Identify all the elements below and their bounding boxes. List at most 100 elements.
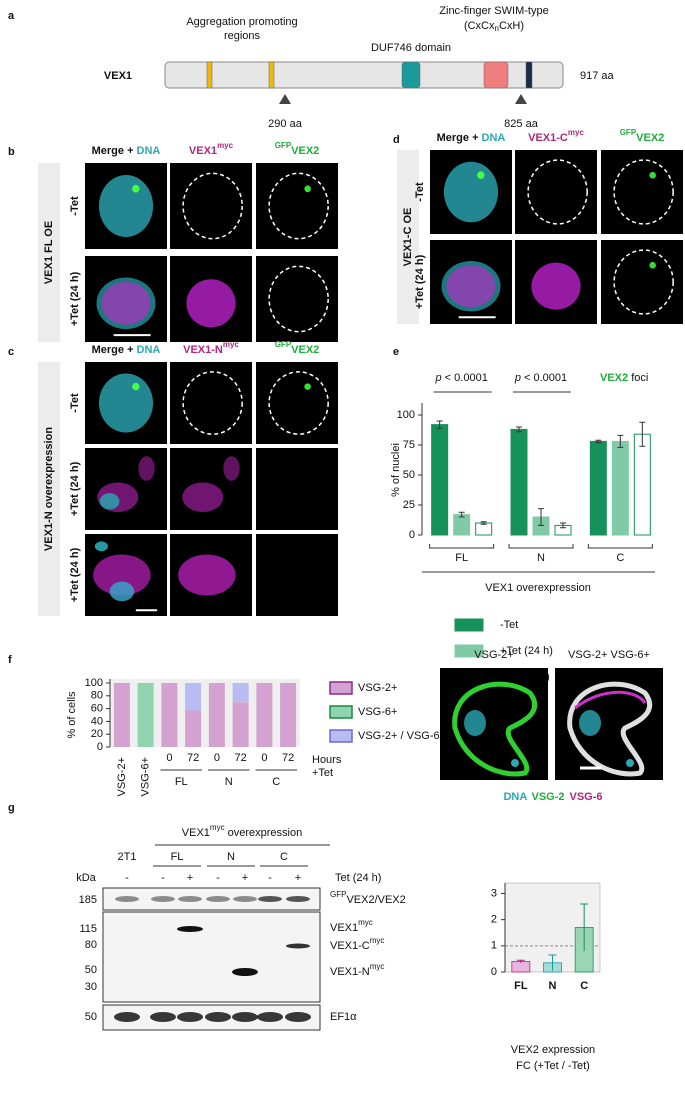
- bar-segment: [161, 683, 178, 747]
- band: [257, 1012, 283, 1022]
- blot-header-part: overexpression: [225, 827, 303, 839]
- signal: [98, 373, 154, 433]
- bar-segment: [256, 683, 273, 747]
- tet-sign: -: [216, 872, 220, 884]
- panel-label: b: [8, 146, 15, 158]
- error-bar: [538, 508, 544, 526]
- blot-header-part: myc: [210, 823, 225, 832]
- position-label: 825 aa: [504, 118, 539, 130]
- row-label: +Tet (24 h): [69, 271, 81, 326]
- micrograph: [170, 362, 252, 444]
- signal: [531, 262, 581, 310]
- signal: [93, 554, 151, 596]
- bar-segment: [280, 683, 297, 747]
- column-header-part: VEX2: [636, 132, 664, 144]
- y-tick-label: 3: [491, 887, 497, 899]
- kda-label: kDa: [76, 872, 96, 884]
- signal: [443, 161, 499, 223]
- micrograph: [515, 150, 597, 234]
- domain: [483, 61, 509, 89]
- signal: [99, 493, 120, 510]
- stain-legend-part: VSG-6: [570, 791, 603, 803]
- y-tick-label: 0: [409, 529, 415, 541]
- x-tick-label: 72: [187, 752, 199, 764]
- signal: [132, 184, 140, 193]
- row-label: +Tet (24 h): [69, 547, 81, 602]
- error-bar: [560, 522, 566, 529]
- y-tick-label: 75: [403, 439, 415, 451]
- image-title: VSG-2+: [474, 649, 513, 661]
- side-label: VEX1-C OE: [402, 208, 414, 267]
- tet-sign: +: [295, 872, 301, 884]
- signal: [98, 175, 154, 237]
- panel-label: f: [8, 654, 12, 666]
- error-bar: [458, 511, 465, 518]
- position-marker: [515, 94, 527, 104]
- band: [177, 926, 203, 932]
- micrograph: [170, 163, 252, 249]
- column-header-part: VEX2: [291, 344, 319, 356]
- y-tick-label: 2: [491, 914, 497, 926]
- row-label: +Tet (24 h): [69, 461, 81, 516]
- legend-swatch: [329, 705, 353, 719]
- domain-label: Zinc-finger SWIM-type: [439, 5, 548, 17]
- signal: [649, 261, 656, 269]
- y-axis-label: % of nuclei: [390, 443, 402, 497]
- column-header: Merge + DNA: [92, 145, 161, 157]
- signal: [132, 382, 140, 391]
- x-tick-label: VSG-2+: [116, 757, 128, 796]
- significance-label-part: p: [435, 372, 442, 384]
- column-header-part: GFP: [275, 141, 292, 150]
- blot-header: VEX1myc overexpression: [182, 823, 302, 839]
- domain-label-part: (CxCx: [464, 20, 495, 32]
- kda-marker: 80: [85, 939, 97, 951]
- protein-length: 917 aa: [580, 70, 615, 82]
- dna-signal: [579, 710, 601, 736]
- band: [178, 896, 202, 902]
- band: [151, 896, 175, 902]
- nucleus-outline: [613, 249, 674, 315]
- blot-strip: [102, 911, 321, 1003]
- kda-marker: 185: [79, 894, 97, 906]
- dna-signal: [511, 759, 519, 767]
- signal: [304, 185, 311, 193]
- column-header-part: VEX2: [291, 145, 319, 157]
- legend-label: VSG-2+: [358, 682, 397, 694]
- bar: [589, 440, 607, 536]
- band-label-part: VEX2/VEX2: [346, 894, 405, 906]
- bar: [511, 961, 531, 973]
- band-label-part: myc: [358, 918, 373, 927]
- x-tick-label: N: [537, 552, 545, 564]
- band: [205, 1012, 231, 1022]
- column-header-part: Merge +: [92, 145, 137, 157]
- column-header-part: myc: [568, 128, 585, 137]
- bar-segment: [113, 683, 130, 747]
- bar-segment: [232, 702, 249, 747]
- signal: [446, 265, 496, 308]
- domain-label: Aggregation promoting: [186, 16, 297, 28]
- domain: [525, 61, 533, 89]
- legend-label: -Tet: [500, 619, 518, 631]
- band: [286, 943, 310, 949]
- cell-outline: [574, 690, 647, 710]
- tet-sign: -: [161, 872, 165, 884]
- cell-outline: [452, 681, 538, 777]
- band: [115, 896, 139, 902]
- position-marker: [279, 94, 291, 104]
- panel-label: c: [8, 346, 14, 358]
- band-label-part: VEX1-N: [330, 966, 370, 978]
- nucleus-outline: [268, 172, 329, 240]
- blot-header-part: VEX1: [182, 827, 210, 839]
- protein-name: VEX1: [104, 70, 132, 82]
- x-tick-label: 72: [282, 752, 294, 764]
- stain-legend-part: DNA: [503, 791, 527, 803]
- band-label-part: GFP: [330, 890, 346, 899]
- signal: [94, 541, 108, 552]
- domain: [268, 61, 275, 89]
- bar-segment: [232, 683, 249, 703]
- x-tick-label: 0: [166, 752, 172, 764]
- column-header: VEX1-Nmyc: [183, 340, 239, 356]
- nucleus-outline: [527, 159, 588, 225]
- signal: [138, 456, 155, 481]
